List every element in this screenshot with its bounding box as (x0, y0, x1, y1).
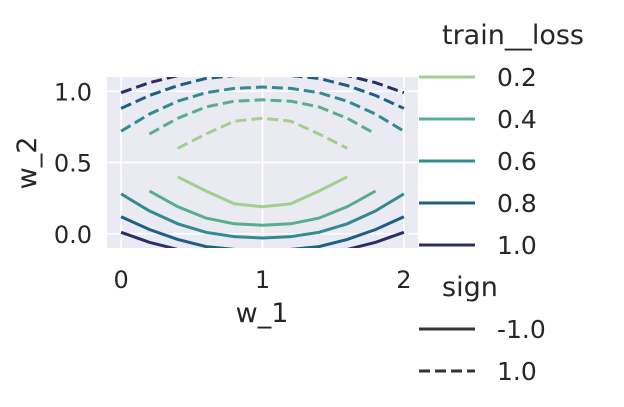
legend-label: 1.0 (497, 231, 537, 260)
x-tick-label: 2 (396, 266, 411, 294)
legend-item-sign[interactable]: -1.0 (419, 315, 546, 344)
legend-item-loss[interactable]: 0.8 (419, 189, 537, 218)
legend[interactable]: train__loss 0.2 0.4 0.6 0.8 1.0 sign -1.0 1.0 (419, 20, 584, 386)
legend-label: 0.2 (497, 63, 537, 92)
legend-label: 0.8 (497, 189, 537, 218)
contour-line-0_2-solid (177, 175, 348, 209)
legend-title-train-loss: train__loss (442, 20, 584, 51)
contour-line-0_6-solid (120, 192, 405, 240)
x-tick-labels: 0 1 2 (113, 266, 411, 294)
legend-item-loss[interactable]: 0.2 (419, 63, 537, 92)
contour-line-0_4-dashed (148, 98, 377, 136)
contour-line-0_6-dashed (120, 85, 405, 133)
legend-title-sign: sign (442, 272, 498, 303)
contour-line-1-dashed (120, 77, 405, 95)
contour-line-1-solid (120, 230, 405, 248)
x-axis-label: w_1 (236, 298, 289, 329)
legend-label: 0.4 (497, 105, 537, 134)
legend-label: -1.0 (497, 315, 546, 344)
contour-line-0_2-dashed (177, 116, 348, 150)
series-lines (120, 77, 405, 248)
x-tick-label: 1 (255, 266, 270, 294)
y-axis-label: w_2 (12, 137, 43, 190)
y-tick-label: 0.0 (54, 221, 92, 249)
legend-label: 0.6 (497, 147, 537, 176)
legend-label: 1.0 (497, 357, 537, 386)
y-tick-label: 0.5 (54, 150, 92, 178)
legend-item-loss[interactable]: 0.4 (419, 105, 537, 134)
contour-line-0_8-solid (120, 215, 405, 248)
contour-line-0_8-dashed (120, 77, 405, 110)
y-tick-labels: 0.0 0.5 1.0 (54, 78, 92, 249)
contour-line-0_4-solid (148, 189, 377, 227)
y-tick-label: 1.0 (54, 78, 92, 106)
legend-item-sign[interactable]: 1.0 (419, 357, 537, 386)
legend-item-loss[interactable]: 1.0 (419, 231, 537, 260)
legend-item-loss[interactable]: 0.6 (419, 147, 537, 176)
x-tick-label: 0 (113, 266, 128, 294)
